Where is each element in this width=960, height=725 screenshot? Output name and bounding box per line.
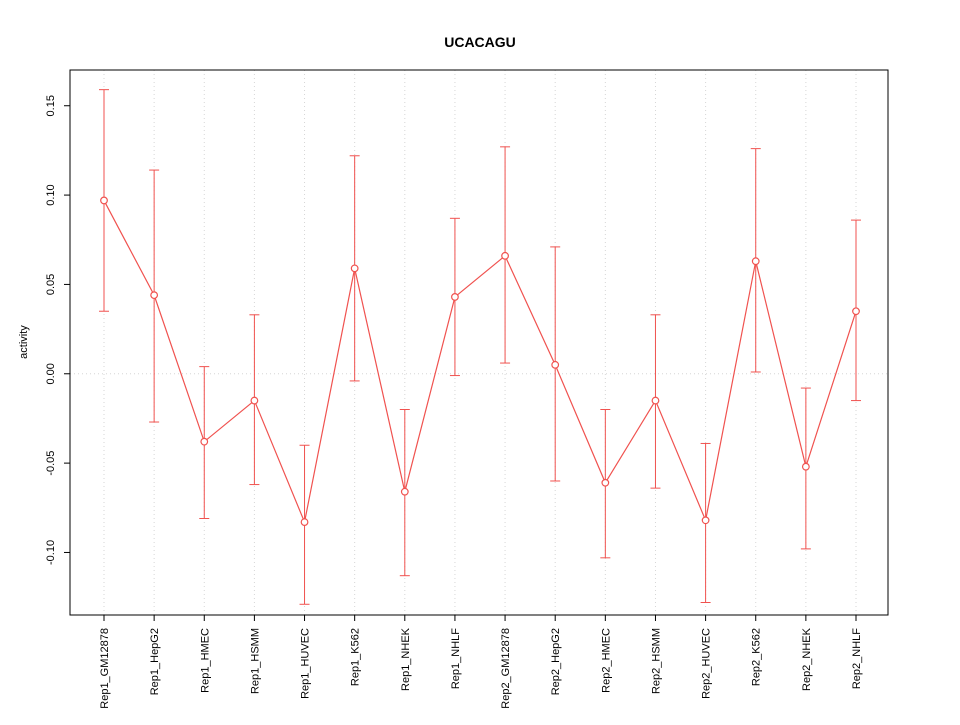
series-line <box>103 200 857 525</box>
x-tick-label: Rep1_HMEC <box>199 628 211 693</box>
data-point <box>300 518 309 526</box>
data-point <box>250 396 259 405</box>
data-point <box>100 196 108 205</box>
x-tick-label: Rep1_K562 <box>350 628 362 686</box>
y-tick-label: -0.10 <box>45 540 57 565</box>
y-tick-label: 0.15 <box>45 95 57 116</box>
plot-area: 0.15 0.10 0.05 0.00 -0.05 -0.10 Rep1_GM12878 Re… <box>45 69 889 709</box>
x-tick-label: Rep2_GM12878 <box>500 628 512 709</box>
x-tick-label: Rep2_NHEK <box>801 627 813 691</box>
data-point <box>551 360 560 369</box>
chart-title: UCACAGU <box>444 34 516 50</box>
y-tick-label: 0.00 <box>45 363 57 384</box>
y-tick-label: 0.10 <box>45 184 57 205</box>
x-tick-label: Rep2_HSMM <box>650 628 662 694</box>
x-tick-label: Rep2_HUVEC <box>701 628 713 699</box>
x-tick-label: Rep1_HepG2 <box>149 628 161 695</box>
y-axis-label: activity <box>18 325 30 359</box>
x-tick-label: Rep2_HMEC <box>600 628 612 693</box>
plot-box <box>69 69 889 616</box>
data-point <box>801 462 810 471</box>
x-tick-label: Rep1_HSMM <box>249 628 261 694</box>
data-point <box>751 257 760 266</box>
data-point <box>200 437 209 446</box>
x-tick-label: Rep1_NHLF <box>450 628 462 689</box>
x-tick-label: Rep2_HepG2 <box>550 628 562 695</box>
data-point <box>451 293 459 301</box>
data-point <box>350 264 359 273</box>
data-point <box>701 516 710 525</box>
data-point <box>400 487 409 496</box>
data-point <box>501 251 509 260</box>
x-tick-label: Rep2_K562 <box>751 628 763 686</box>
x-tick-label: Rep1_NHEK <box>400 627 412 691</box>
x-tick-label: Rep1_HUVEC <box>300 628 312 699</box>
y-tick-label: -0.05 <box>45 451 57 476</box>
x-tick-label: Rep1_GM12878 <box>99 628 111 709</box>
data-point <box>601 478 610 487</box>
data-point <box>150 291 159 300</box>
x-tick-label: Rep2_NHLF <box>851 628 863 689</box>
data-point <box>852 307 860 316</box>
y-tick-label: 0.05 <box>45 274 57 295</box>
data-point <box>651 396 660 405</box>
